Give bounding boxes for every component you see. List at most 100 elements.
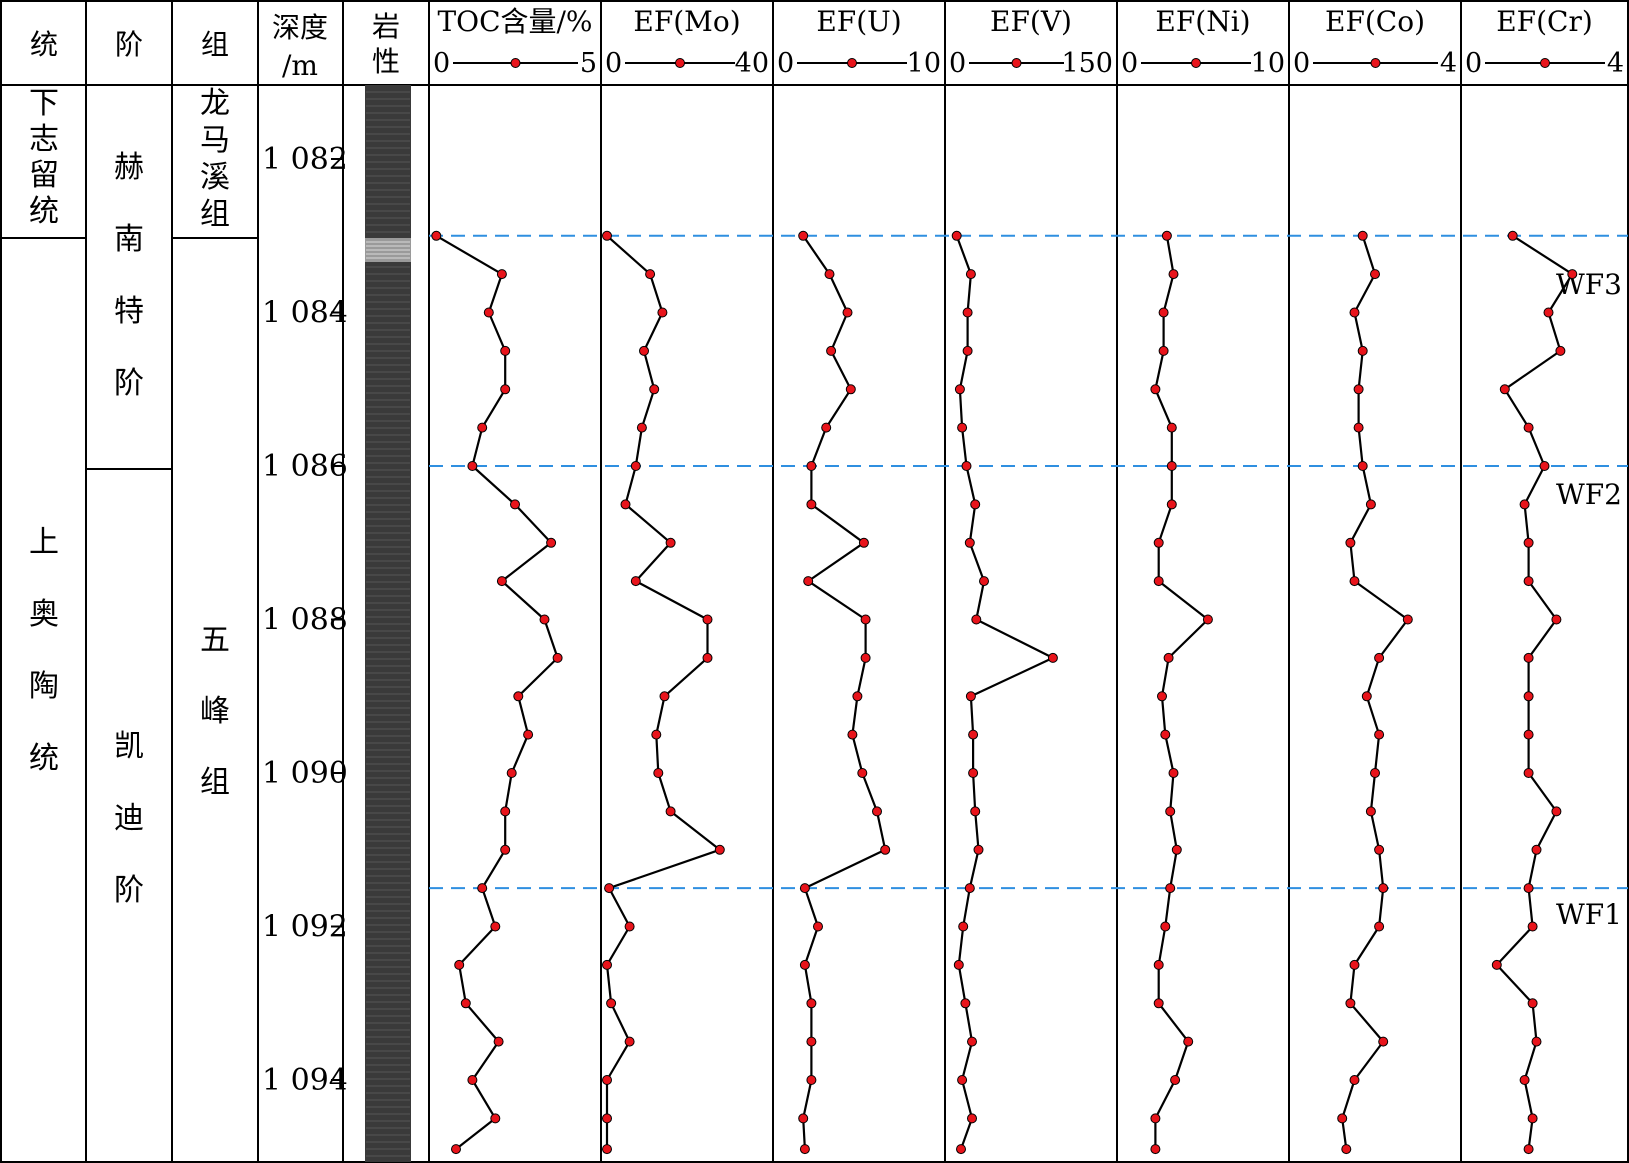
series-line — [802, 235, 887, 1150]
data-point — [602, 959, 612, 970]
data-point — [1158, 307, 1169, 318]
data-point — [630, 576, 641, 587]
data-point — [1374, 921, 1385, 932]
data-point — [431, 230, 442, 241]
marker-label-wf2: WF2 — [1556, 478, 1622, 511]
data-point — [957, 1075, 968, 1085]
data-point — [1527, 998, 1538, 1009]
data-point — [1160, 921, 1171, 932]
data-point — [971, 614, 982, 625]
formation-wufeng-char: 组 — [200, 765, 230, 800]
scale-min-label: 0 — [949, 48, 966, 79]
data-point — [1349, 307, 1360, 318]
formation-longmaxi-char: 马 — [200, 123, 230, 158]
data-point — [964, 537, 975, 548]
data-point — [645, 269, 656, 280]
stage-hirnantian-char: 阶 — [114, 366, 144, 401]
data-point — [858, 537, 869, 548]
data-point — [665, 806, 676, 817]
data-point — [451, 1144, 461, 1155]
data-point — [1202, 614, 1213, 625]
data-point — [477, 883, 488, 894]
scale-symbol — [675, 58, 685, 68]
data-point — [1170, 1075, 1181, 1085]
series-line — [1495, 234, 1574, 1150]
header-depth-unit: /m — [282, 49, 318, 82]
stage-katian-char: 迪 — [114, 801, 144, 836]
data-point — [1047, 652, 1058, 663]
data-point — [1157, 691, 1167, 702]
formation-wufeng-char: 五 — [200, 623, 230, 658]
data-point — [1150, 1144, 1161, 1155]
data-point — [1499, 384, 1510, 395]
data-point — [880, 844, 891, 855]
data-point — [1349, 959, 1360, 970]
track-1: TOC含量/% 0 5 — [431, 5, 597, 1155]
data-point — [970, 806, 981, 817]
data-point — [1491, 959, 1502, 970]
formation-wufeng-char: 峰 — [200, 694, 230, 729]
data-point — [460, 998, 471, 1009]
data-point — [852, 691, 863, 702]
scale-max-label: 10 — [1251, 48, 1285, 79]
data-point — [702, 614, 713, 625]
data-point — [500, 844, 511, 855]
series-lower-silurian-char: 志 — [29, 122, 59, 157]
data-point — [1402, 614, 1413, 625]
lithology-light-band — [365, 238, 411, 262]
data-point — [964, 883, 975, 894]
data-point — [798, 230, 809, 241]
data-point — [1171, 844, 1182, 855]
data-point — [500, 345, 511, 356]
scale-max-label: 5 — [580, 48, 597, 79]
data-point — [968, 729, 979, 740]
track-title: EF(Co) — [1325, 5, 1425, 38]
data-point — [1150, 1113, 1161, 1124]
stage-katian-char: 凯 — [114, 729, 144, 764]
data-point — [1153, 576, 1164, 587]
data-point — [799, 883, 810, 894]
data-point — [1555, 345, 1566, 356]
data-point — [970, 499, 981, 510]
data-point — [651, 729, 662, 740]
data-point — [1337, 1113, 1348, 1124]
data-point — [1527, 1113, 1538, 1124]
data-point — [1523, 576, 1534, 587]
data-point — [1527, 921, 1538, 932]
data-point — [872, 806, 882, 817]
track-2: EF(Mo) 0 40 — [602, 5, 769, 1155]
data-point — [552, 652, 563, 663]
depth-tick-label: 1 094 — [262, 1063, 348, 1098]
data-point — [657, 307, 668, 318]
series-lower-silurian-char: 留 — [29, 158, 59, 193]
data-point — [639, 345, 649, 356]
data-point — [1357, 230, 1368, 241]
series-lower-silurian-char: 统 — [29, 194, 59, 229]
depth-tick-label: 1 084 — [262, 296, 348, 331]
data-point — [496, 576, 507, 587]
scale-max-label: 4 — [1607, 48, 1624, 79]
stage-katian-char: 阶 — [114, 873, 144, 908]
data-point — [1539, 461, 1550, 471]
data-point — [1523, 729, 1534, 740]
data-point — [602, 1144, 612, 1155]
data-point — [1165, 806, 1176, 817]
header-row: 统 阶 组 深度 /m 岩 性 — [30, 10, 400, 82]
data-point — [1551, 806, 1562, 817]
data-point — [490, 921, 501, 932]
data-point — [979, 576, 989, 587]
data-point — [1523, 652, 1534, 663]
data-point — [857, 768, 868, 778]
data-point — [702, 652, 713, 663]
data-point — [965, 691, 976, 702]
data-point — [490, 1113, 501, 1124]
data-point — [967, 1113, 977, 1124]
data-point — [821, 422, 832, 433]
data-point — [604, 883, 615, 894]
data-point — [636, 422, 647, 433]
depth-tick-label: 1 086 — [262, 449, 348, 484]
data-point — [1507, 230, 1518, 241]
data-point — [799, 1144, 810, 1155]
data-point — [798, 1113, 809, 1124]
data-point — [1370, 269, 1380, 280]
